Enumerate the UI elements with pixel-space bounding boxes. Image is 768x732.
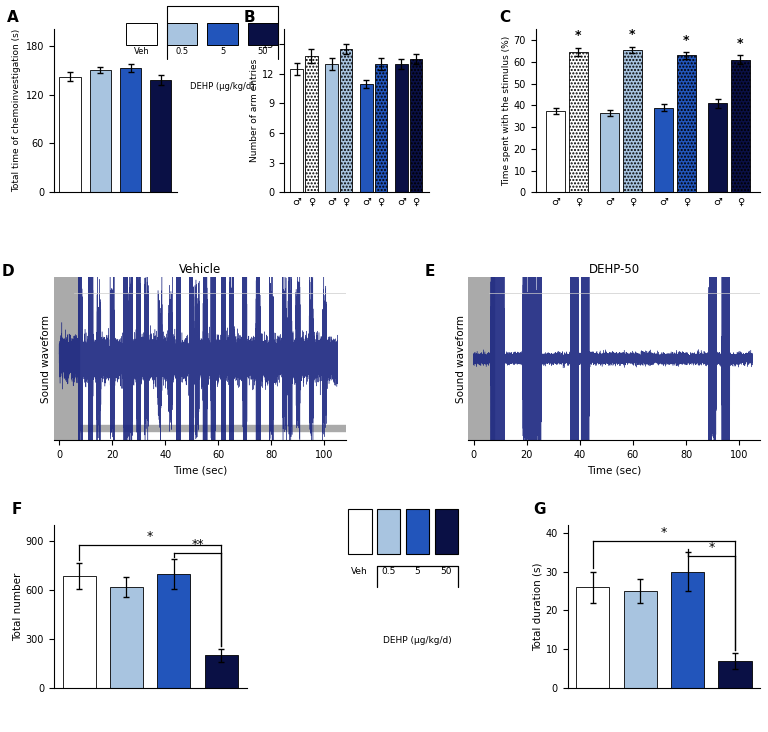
Text: *: *: [629, 29, 636, 41]
Y-axis label: Sound waveform: Sound waveform: [455, 315, 465, 403]
Text: *: *: [147, 530, 154, 542]
Text: B: B: [243, 10, 255, 25]
Bar: [120, 68, 141, 193]
Bar: [406, 509, 429, 554]
Text: DEHP (μg/kg/d): DEHP (μg/kg/d): [190, 81, 255, 91]
Bar: [623, 50, 642, 193]
Bar: [110, 587, 143, 688]
Y-axis label: Total time of chemoinvestigation (s): Total time of chemoinvestigation (s): [12, 29, 22, 193]
Bar: [468, 277, 494, 440]
Bar: [395, 64, 408, 193]
Bar: [348, 509, 372, 554]
Text: 50: 50: [258, 48, 268, 56]
Text: F: F: [12, 502, 22, 518]
Text: DEHP (μg/kg/d): DEHP (μg/kg/d): [383, 636, 452, 645]
Bar: [151, 80, 171, 193]
Bar: [340, 49, 353, 193]
Bar: [435, 509, 458, 554]
Bar: [126, 23, 157, 45]
Text: A: A: [7, 10, 18, 25]
Y-axis label: Total number: Total number: [13, 572, 23, 640]
Text: 0.5: 0.5: [175, 48, 189, 56]
Bar: [90, 70, 111, 193]
Bar: [54, 277, 79, 440]
Text: 5: 5: [415, 567, 420, 576]
Bar: [62, 575, 96, 688]
Bar: [204, 655, 238, 688]
Title: Vehicle: Vehicle: [179, 263, 221, 276]
Bar: [290, 69, 303, 193]
Bar: [377, 509, 400, 554]
Text: 50: 50: [441, 567, 452, 576]
Bar: [167, 23, 197, 45]
Bar: [409, 59, 422, 193]
Text: *: *: [737, 37, 743, 50]
Text: *: *: [708, 541, 714, 554]
X-axis label: Time (sec): Time (sec): [588, 466, 641, 476]
Text: Veh: Veh: [351, 567, 368, 576]
Text: *: *: [575, 29, 581, 42]
Y-axis label: Time spent with the stimulus (%): Time spent with the stimulus (%): [502, 36, 511, 186]
Text: E: E: [425, 264, 435, 279]
X-axis label: Time (sec): Time (sec): [173, 466, 227, 476]
Bar: [248, 23, 278, 45]
Bar: [677, 56, 696, 193]
Text: **: **: [191, 538, 204, 550]
Bar: [671, 572, 704, 688]
Text: G: G: [533, 502, 545, 518]
Text: *: *: [683, 34, 690, 47]
Bar: [375, 64, 387, 193]
Bar: [326, 64, 338, 193]
Y-axis label: Total duration (s): Total duration (s): [533, 562, 543, 651]
Bar: [207, 23, 238, 45]
Bar: [708, 103, 727, 193]
Text: Veh: Veh: [134, 48, 149, 56]
Bar: [718, 661, 752, 688]
Text: *: *: [660, 526, 667, 539]
Bar: [654, 108, 674, 193]
Bar: [600, 113, 619, 193]
Bar: [546, 111, 565, 193]
Bar: [624, 591, 657, 688]
Bar: [568, 52, 588, 193]
Text: D: D: [2, 264, 14, 279]
Bar: [730, 60, 750, 193]
Bar: [305, 56, 318, 193]
Bar: [576, 587, 610, 688]
Bar: [157, 574, 190, 688]
Y-axis label: Number of arm entries: Number of arm entries: [250, 59, 259, 163]
Bar: [74, 425, 346, 431]
Text: 0.5: 0.5: [382, 567, 396, 576]
Bar: [59, 77, 81, 193]
Y-axis label: Sound waveform: Sound waveform: [41, 315, 51, 403]
Title: DEHP-50: DEHP-50: [589, 263, 640, 276]
Text: 5: 5: [220, 48, 225, 56]
Text: C: C: [500, 10, 511, 25]
Bar: [360, 83, 372, 193]
